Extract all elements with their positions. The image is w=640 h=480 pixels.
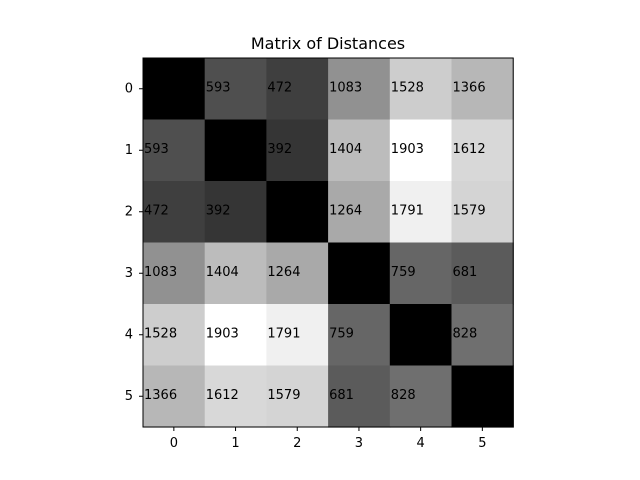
heatmap-cell-r1-c3 [328, 119, 391, 182]
cell-value-label-r0-c1: 593 [206, 80, 231, 95]
heatmap-cells [143, 58, 514, 428]
cell-value-label-r1-c2: 392 [267, 142, 292, 157]
heatmap-cell-r1-c0 [143, 119, 206, 182]
plot-frame [142, 57, 514, 428]
cell-value-label-r3-c5: 681 [453, 265, 478, 280]
heatmap-cell-r4-c3 [328, 304, 391, 367]
cell-value-label-r0-c2: 472 [267, 80, 292, 95]
heatmap-cell-r3-c3 [328, 242, 391, 305]
cell-value-label-r1-c0: 593 [144, 142, 169, 157]
heatmap-cell-r3-c0 [143, 242, 206, 305]
cell-value-label-r1-c3: 1404 [329, 142, 362, 157]
heatmap-cell-r1-c1 [204, 119, 267, 182]
x-tick-label-0: 0 [170, 436, 178, 451]
heatmap-cell-r3-c2 [266, 242, 329, 305]
heatmap-cell-r1-c2 [266, 119, 329, 182]
axes: 0 1 2 3 4 5 0 1 2 3 4 5 [125, 57, 514, 451]
heatmap-cell-r4-c1 [204, 304, 267, 367]
cell-value-label-r0-c5: 1366 [453, 80, 486, 95]
heatmap-cell-r5-c3 [328, 365, 391, 428]
x-tick-label-1: 1 [231, 436, 239, 451]
heatmap-cell-r5-c5 [451, 365, 514, 428]
cell-value-label-r2-c3: 1264 [329, 203, 362, 218]
heatmap-cell-r1-c5 [451, 119, 514, 182]
heatmap-cell-r4-c2 [266, 304, 329, 367]
cell-value-label-r4-c2: 1791 [267, 326, 300, 341]
x-tick-label-2: 2 [293, 436, 301, 451]
x-tick-label-4: 4 [417, 436, 425, 451]
x-tick-label-3: 3 [355, 436, 363, 451]
cell-value-label-r3-c0: 1083 [144, 265, 177, 280]
heatmap-cell-r2-c3 [328, 181, 391, 244]
cell-value-label-r4-c0: 1528 [144, 326, 177, 341]
chart-title: Matrix of Distances [251, 34, 405, 53]
heatmap-cell-r0-c1 [204, 58, 267, 121]
heatmap-cell-r1-c4 [389, 119, 453, 182]
x-tick-label-5: 5 [478, 436, 486, 451]
cell-value-label-r5-c1: 1612 [206, 388, 239, 403]
cell-value-label-r0-c4: 1528 [391, 80, 424, 95]
cell-value-label-r1-c5: 1612 [453, 142, 486, 157]
heatmap-cell-r0-c0 [143, 58, 206, 121]
heatmap-cell-labels: 593 472 1083 1528 1366 593 392 1404 1903 1612 472 3… [144, 80, 486, 403]
heatmap-cell-r0-c3 [328, 58, 391, 121]
heatmap-cell-r4-c0 [143, 304, 206, 367]
cell-value-label-r3-c2: 1264 [267, 265, 300, 280]
cell-value-label-r5-c3: 681 [329, 388, 354, 403]
heatmap-cell-r3-c1 [204, 242, 267, 305]
heatmap-cell-r5-c1 [204, 365, 267, 428]
cell-value-label-r5-c2: 1579 [267, 388, 300, 403]
cell-value-label-r4-c3: 759 [329, 326, 354, 341]
heatmap-cell-r3-c4 [389, 242, 453, 305]
cell-value-label-r3-c4: 759 [391, 265, 416, 280]
heatmap-cell-r2-c4 [389, 181, 453, 244]
y-tick-label-1: 1 [125, 143, 133, 158]
heatmap-cell-r4-c5 [451, 304, 514, 367]
cell-value-label-r2-c4: 1791 [391, 203, 424, 218]
heatmap-cell-r5-c0 [143, 365, 206, 428]
y-tick-label-5: 5 [125, 389, 133, 404]
heatmap-cell-r4-c4 [389, 304, 453, 367]
cell-value-label-r3-c1: 1404 [206, 265, 239, 280]
cell-value-label-r5-c0: 1366 [144, 388, 177, 403]
heatmap-cell-r5-c4 [389, 365, 453, 428]
heatmap-cell-r0-c4 [389, 58, 453, 121]
heatmap-cell-r5-c2 [266, 365, 329, 428]
heatmap-cell-r2-c2 [266, 181, 329, 244]
heatmap-cell-r2-c0 [143, 181, 206, 244]
heatmap-cell-r0-c5 [451, 58, 514, 121]
heatmap-cell-r2-c1 [204, 181, 267, 244]
y-tick-label-0: 0 [125, 81, 133, 96]
y-tick-label-2: 2 [125, 204, 133, 219]
cell-value-label-r2-c0: 472 [144, 203, 169, 218]
cell-value-label-r1-c4: 1903 [391, 142, 424, 157]
cell-value-label-r2-c5: 1579 [453, 203, 486, 218]
heatmap-cell-r0-c2 [266, 58, 329, 121]
y-tick-label-3: 3 [125, 266, 133, 281]
cell-value-label-r5-c4: 828 [391, 388, 416, 403]
cell-value-label-r4-c5: 828 [453, 326, 478, 341]
cell-value-label-r0-c3: 1083 [329, 80, 362, 95]
heatmap-cell-r2-c5 [451, 181, 514, 244]
cell-value-label-r4-c1: 1903 [206, 326, 239, 341]
heatmap-cell-r3-c5 [451, 242, 514, 305]
cell-value-label-r2-c1: 392 [206, 203, 231, 218]
y-tick-label-4: 4 [125, 327, 133, 342]
